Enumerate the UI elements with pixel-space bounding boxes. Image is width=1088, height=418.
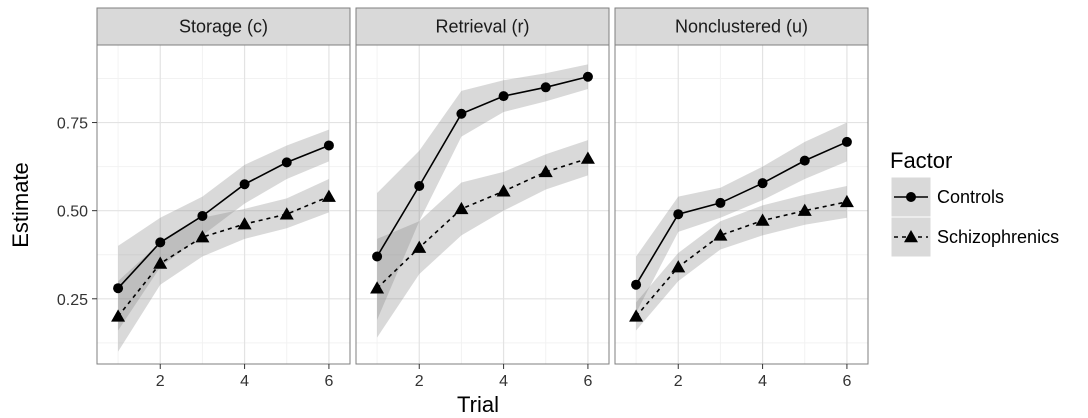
confidence-ribbon-schizophrenics [377,140,588,338]
confidence-ribbon-schizophrenics [636,185,847,331]
confidence-ribbon-controls [118,129,329,331]
x-tick-label: 2 [674,373,683,390]
data-point-controls [498,91,509,102]
series-line-schizophrenics [117,195,330,317]
data-point-schizophrenics [755,213,770,226]
panel-background [615,45,868,364]
x-tick-label: 4 [240,373,249,390]
x-tick-label: 2 [156,373,165,390]
facet-panels: Storage (c) 2 4 6 0.25 0.50 0.75 Retrieval (r) 2… [57,7,869,390]
data-point-schizophrenics [279,207,294,220]
legend-entries: Controls Schizophrenics [890,176,1059,258]
y-tick-label: 0.50 [57,204,88,221]
data-point-controls [799,155,810,166]
x-tick-label: 6 [324,373,333,390]
facet-strip-title: Nonclustered (u) [675,17,808,37]
x-tick-label: 4 [758,373,767,390]
x-tick-label: 2 [415,373,424,390]
facet-panel-1: Storage (c) 2 4 6 0.25 0.50 0.75 [57,7,351,390]
y-tick-label: 0.75 [57,116,88,133]
legend: Factor Controls Schizophrenics [890,148,1059,258]
series-line-schizophrenics [376,157,589,289]
panel-border [614,44,869,365]
data-point-schizophrenics [370,281,385,294]
series-line-controls [635,141,848,286]
data-point-controls [841,136,852,147]
data-point-schizophrenics [321,189,336,202]
facet-strip-title: Retrieval (r) [435,17,529,37]
data-point-schizophrenics [629,309,644,322]
data-point-schizophrenics [237,217,252,230]
facet-strip-title: Storage (c) [179,17,268,37]
data-point-controls [281,157,292,168]
data-point-controls [456,108,467,119]
legend-key-circle [906,192,916,202]
legend-label: Controls [937,187,1004,207]
confidence-ribbon-controls [377,64,588,320]
y-tick-label: 0.25 [57,292,88,309]
panel-background [97,45,350,364]
data-point-controls [757,178,768,189]
facet-strip [614,7,869,46]
x-tick-label: 6 [583,373,592,390]
data-point-schizophrenics [111,309,126,322]
data-point-schizophrenics [797,203,812,216]
data-point-schizophrenics [580,151,595,164]
data-point-controls [239,179,250,190]
data-point-controls [414,180,425,191]
data-point-schizophrenics [713,228,728,241]
data-point-schizophrenics [454,201,469,215]
series-line-controls [376,75,589,257]
data-point-controls [372,251,383,262]
legend-label: Schizophrenics [937,227,1059,247]
facet-panel-3: Nonclustered (u) 2 4 6 [614,7,869,390]
x-tick-label: 4 [499,373,508,390]
data-point-schizophrenics [195,230,210,243]
data-point-controls [323,140,334,151]
facet-panel-2: Retrieval (r) 2 4 6 [355,7,610,390]
x-axis-title: Trial [457,392,499,417]
legend-entry-schizophrenics: Schizophrenics [890,216,1059,258]
data-point-schizophrenics [671,260,686,273]
data-point-schizophrenics [412,240,427,253]
legend-key-triangle [904,230,918,243]
confidence-ribbon-schizophrenics [118,178,329,352]
data-point-controls [582,71,593,82]
data-point-controls [197,210,208,221]
panel-background [356,45,609,364]
data-point-schizophrenics [538,164,553,178]
facet-strip [96,7,351,46]
data-point-controls [113,283,124,294]
data-point-controls [715,197,726,208]
panel-border [355,44,610,365]
data-point-controls [631,279,642,290]
confidence-ribbon-controls [636,122,847,313]
data-point-controls [540,82,551,93]
y-axis-title: Estimate [8,162,33,248]
x-tick-label: 6 [842,373,851,390]
data-point-controls [155,237,166,248]
data-point-schizophrenics [496,184,511,197]
data-point-schizophrenics [839,194,854,208]
legend-entry-controls: Controls [890,176,1004,218]
facet-strip [355,7,610,46]
data-point-schizophrenics [153,256,168,269]
series-line-controls [117,144,330,289]
data-point-controls [673,209,684,220]
panel-border [96,44,351,365]
legend-title: Factor [890,148,952,173]
